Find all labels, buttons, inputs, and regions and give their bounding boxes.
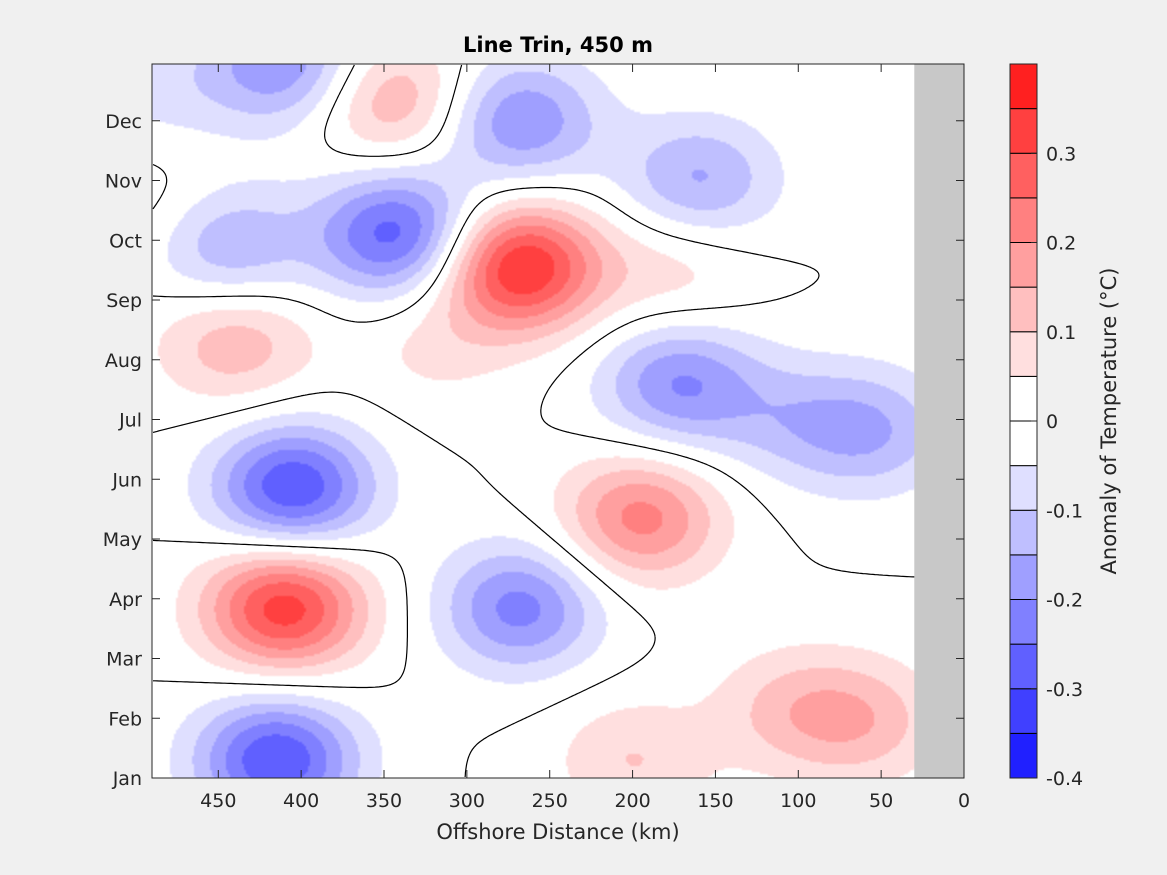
- colorbar-bin: [1009, 643, 1038, 690]
- y-tick-label: Jan: [112, 768, 142, 790]
- y-axis: Jan Feb Mar Apr May Jun Jul Aug Sep Oct Nov Dec: [103, 111, 964, 790]
- x-tick-label: 450: [200, 790, 236, 812]
- y-tick-label: Oct: [109, 230, 142, 252]
- y-tick-label: Nov: [105, 171, 142, 193]
- x-tick-label: 350: [366, 790, 402, 812]
- colorbar-bin: [1009, 197, 1038, 243]
- colorbar-bin: [1009, 599, 1038, 645]
- colorbar-tick-label: -0.3: [1046, 679, 1083, 701]
- colorbar-bin: [1009, 108, 1038, 154]
- y-tick-label: Mar: [106, 649, 142, 671]
- anomaly-field: [152, 64, 964, 778]
- colorbar-tick-label: -0.1: [1046, 500, 1083, 522]
- x-tick-label: 200: [614, 790, 650, 812]
- plot-area: [151, 63, 965, 779]
- x-tick-label: 100: [780, 790, 816, 812]
- y-tick-label: Aug: [105, 350, 142, 372]
- x-tick-label: 400: [283, 790, 319, 812]
- colorbar-tick-label: 0.2: [1046, 233, 1076, 255]
- colorbar-bin: [1009, 554, 1038, 600]
- colorbar-bin: [1009, 242, 1038, 288]
- colorbar-tick-label: 0.1: [1046, 322, 1076, 344]
- x-tick-label: 50: [869, 790, 893, 812]
- x-tick-label: 300: [449, 790, 485, 812]
- colorbar-bin: [1009, 63, 1038, 110]
- colorbar-bin: [1009, 420, 1038, 467]
- x-axis: 450 400 350 300 250 200 150 100 50 0: [200, 64, 970, 812]
- colorbar-tick-label: 0: [1046, 411, 1058, 433]
- colorbar-bin: [1009, 375, 1038, 422]
- x-tick-label: 250: [532, 790, 568, 812]
- colorbar-tick-label: 0.3: [1046, 143, 1076, 165]
- plot-frame: [151, 63, 965, 779]
- colorbar-label: Anomaly of Temperature (°C): [1097, 268, 1121, 575]
- colorbar-bin: [1009, 509, 1038, 556]
- x-tick-label: 150: [697, 790, 733, 812]
- colorbar-bin: [1009, 465, 1038, 511]
- y-tick-label: Jul: [118, 410, 142, 432]
- zero-contour-line: [152, 64, 964, 778]
- y-tick-label: Jun: [111, 469, 142, 491]
- colorbar-bin: [1009, 286, 1038, 333]
- y-tick-label: Sep: [106, 290, 142, 312]
- chart-title: Line Trin, 450 m: [463, 33, 653, 57]
- colorbar-bin: [1009, 688, 1038, 734]
- colorbar-bin: [1009, 732, 1038, 779]
- x-axis-label: Offshore Distance (km): [436, 820, 679, 844]
- y-tick-label: May: [103, 529, 142, 551]
- y-tick-label: Apr: [109, 589, 142, 611]
- colorbar-tick-label: -0.4: [1046, 768, 1083, 790]
- colorbar-bin: [1009, 152, 1038, 199]
- colorbar: 0.3 0.2 0.1 0 -0.1 -0.2 -0.3 -0.4: [1009, 63, 1083, 790]
- y-tick-label: Dec: [105, 111, 142, 133]
- y-tick-label: Feb: [108, 708, 142, 730]
- x-tick-label: 0: [958, 790, 970, 812]
- zero-contour: [152, 64, 964, 778]
- no-data-region: [914, 64, 964, 778]
- colorbar-bin: [1009, 331, 1038, 377]
- colorbar-tick-label: -0.2: [1046, 590, 1083, 612]
